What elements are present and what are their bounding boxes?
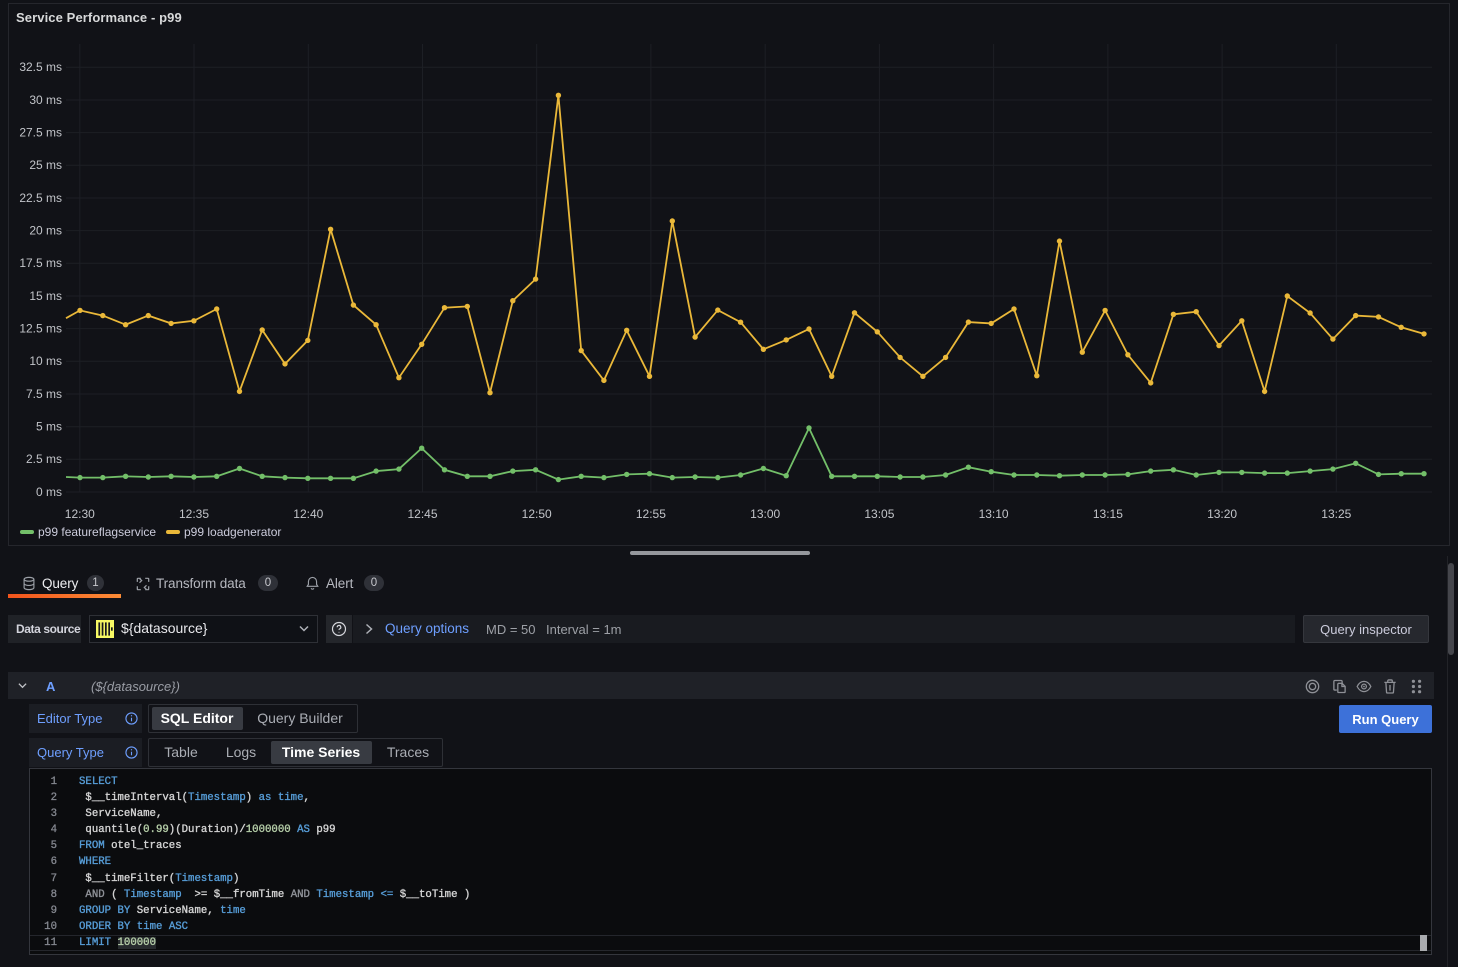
svg-text:5 ms: 5 ms — [36, 420, 62, 434]
svg-text:17.5 ms: 17.5 ms — [19, 256, 62, 270]
svg-text:13:00: 13:00 — [750, 507, 780, 521]
svg-text:20 ms: 20 ms — [29, 223, 62, 237]
svg-text:30 ms: 30 ms — [29, 93, 62, 107]
svg-text:12:45: 12:45 — [407, 507, 437, 521]
svg-text:10 ms: 10 ms — [29, 354, 62, 368]
svg-text:15 ms: 15 ms — [29, 289, 62, 303]
svg-text:12:40: 12:40 — [293, 507, 323, 521]
svg-text:22.5 ms: 22.5 ms — [19, 191, 62, 205]
svg-text:13:20: 13:20 — [1207, 507, 1237, 521]
svg-text:13:25: 13:25 — [1321, 507, 1351, 521]
svg-text:12:50: 12:50 — [522, 507, 552, 521]
svg-text:12:35: 12:35 — [179, 507, 209, 521]
svg-text:25 ms: 25 ms — [29, 158, 62, 172]
svg-text:2.5 ms: 2.5 ms — [26, 452, 62, 466]
svg-text:13:15: 13:15 — [1093, 507, 1123, 521]
svg-text:13:05: 13:05 — [864, 507, 894, 521]
svg-text:7.5 ms: 7.5 ms — [26, 387, 62, 401]
svg-text:12:55: 12:55 — [636, 507, 666, 521]
svg-text:27.5 ms: 27.5 ms — [19, 125, 62, 139]
svg-text:13:10: 13:10 — [979, 507, 1009, 521]
svg-text:32.5 ms: 32.5 ms — [19, 60, 62, 74]
svg-text:0 ms: 0 ms — [36, 485, 62, 499]
svg-text:12.5 ms: 12.5 ms — [19, 321, 62, 335]
svg-text:12:30: 12:30 — [65, 507, 95, 521]
